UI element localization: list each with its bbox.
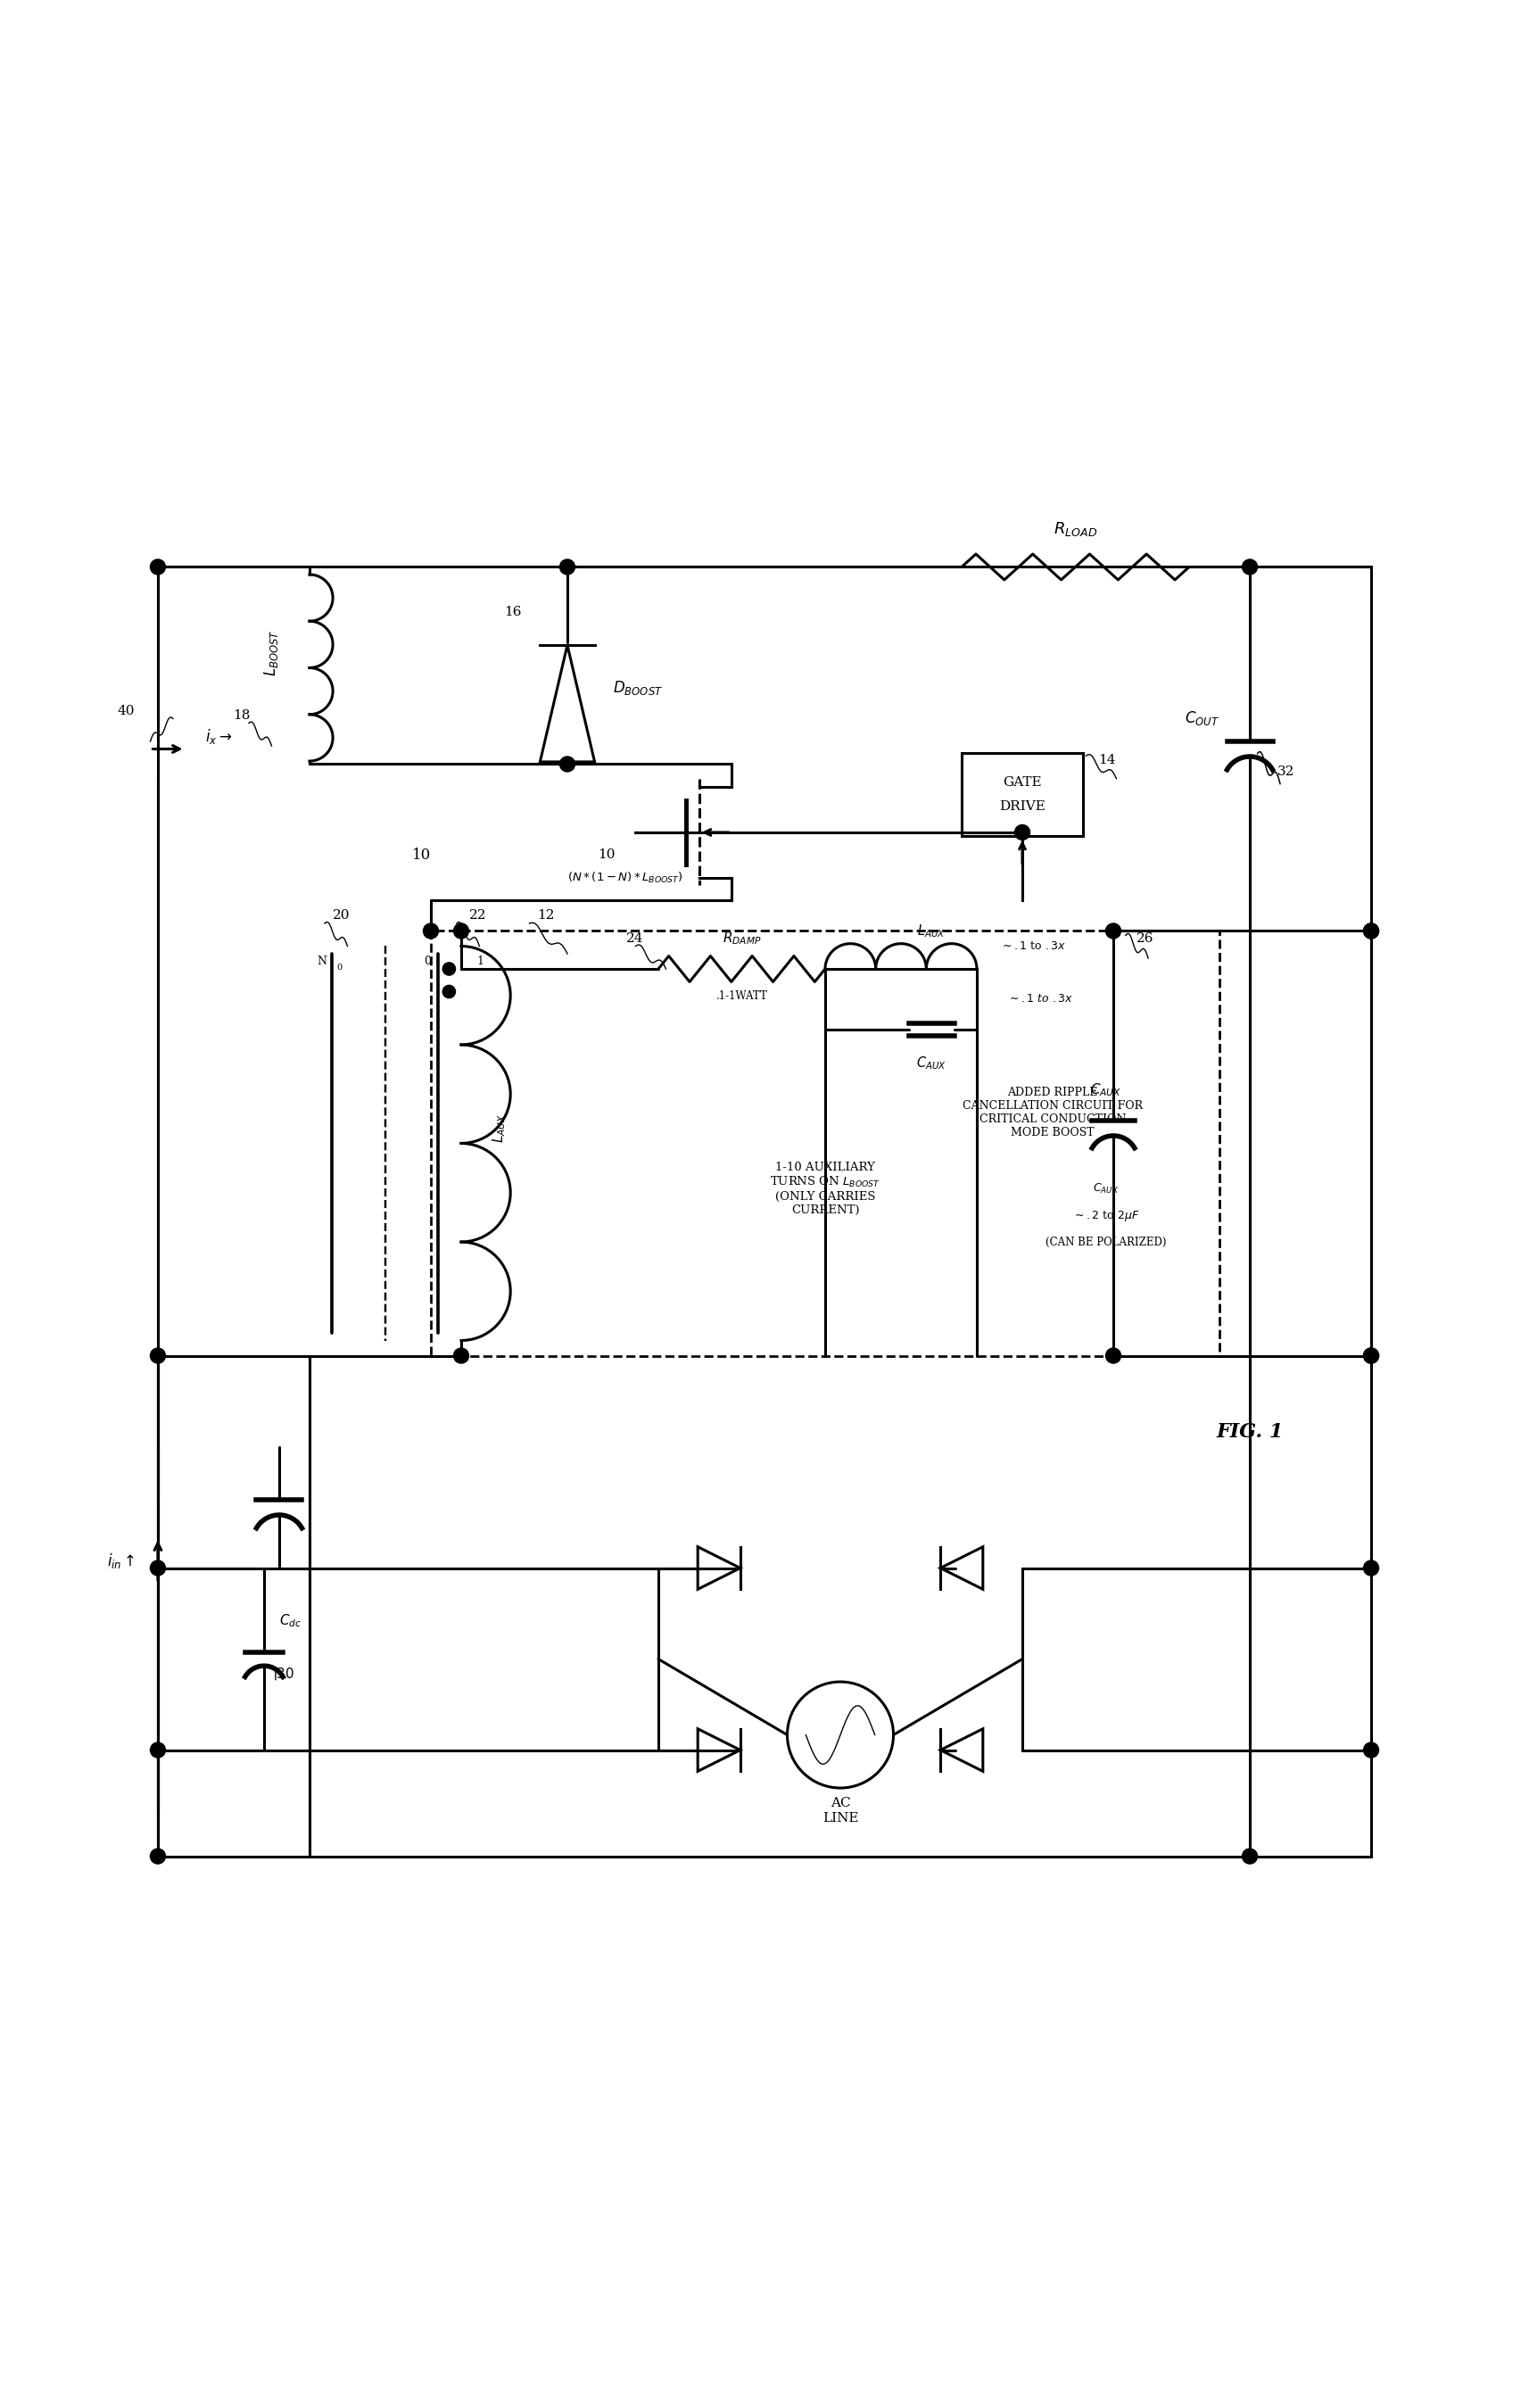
Text: 1: 1 [477, 956, 483, 968]
Text: $C_{AUX}$: $C_{AUX}$ [1090, 1081, 1121, 1098]
Text: $L_{AUX}$: $L_{AUX}$ [917, 922, 945, 939]
Text: $\sim.2$ to $2\mu F$: $\sim.2$ to $2\mu F$ [1072, 1209, 1139, 1223]
Circle shape [443, 985, 456, 997]
Text: 0: 0 [424, 956, 431, 968]
Circle shape [424, 922, 439, 939]
Text: 0: 0 [336, 963, 342, 970]
Text: 1-10 AUXILIARY
TURNS ON $L_{BOOST}$
(ONLY CARRIES
CURRENT): 1-10 AUXILIARY TURNS ON $L_{BOOST}$ (ONL… [769, 1161, 881, 1216]
Circle shape [560, 559, 575, 576]
Text: $R_{DAMP}$: $R_{DAMP}$ [722, 929, 761, 946]
Text: 14: 14 [1098, 754, 1116, 766]
Circle shape [454, 922, 469, 939]
Text: $R_{LOAD}$: $R_{LOAD}$ [1053, 520, 1098, 537]
Circle shape [1364, 1560, 1379, 1575]
Circle shape [443, 963, 456, 975]
Circle shape [150, 1849, 165, 1864]
Circle shape [454, 1348, 469, 1363]
Text: $L_{AUX}$: $L_{AUX}$ [491, 1112, 508, 1144]
Text: 10: 10 [598, 850, 615, 862]
Text: $i_x \rightarrow$: $i_x \rightarrow$ [205, 727, 232, 746]
Circle shape [150, 1743, 165, 1758]
Text: 26: 26 [1136, 932, 1153, 944]
Text: (CAN BE POLARIZED): (CAN BE POLARIZED) [1046, 1235, 1167, 1247]
Text: N: N [317, 956, 327, 968]
Circle shape [150, 1348, 165, 1363]
Text: $\sim.1$ to $.3x$: $\sim.1$ to $.3x$ [1000, 942, 1066, 951]
Text: 16: 16 [505, 607, 521, 619]
Text: $C_{AUX}$: $C_{AUX}$ [1093, 1182, 1119, 1194]
Bar [431, 932, 1220, 1356]
Text: AC
LINE: AC LINE [823, 1796, 858, 1825]
Circle shape [1015, 826, 1031, 840]
Text: 32: 32 [1277, 766, 1295, 778]
Circle shape [1364, 1743, 1379, 1758]
Text: 12: 12 [537, 910, 555, 922]
Circle shape [1105, 922, 1121, 939]
Circle shape [1364, 922, 1379, 939]
Circle shape [1105, 1348, 1121, 1363]
Text: 22: 22 [469, 910, 486, 922]
Circle shape [1242, 1849, 1257, 1864]
Circle shape [1364, 1348, 1379, 1363]
Circle shape [150, 559, 165, 576]
Text: $i_{in} \uparrow$: $i_{in} \uparrow$ [107, 1551, 135, 1570]
Text: $C_{dc}$: $C_{dc}$ [280, 1613, 301, 1630]
Circle shape [1364, 1348, 1379, 1363]
Text: $L_{BOOST}$: $L_{BOOST}$ [263, 628, 280, 677]
Text: FIG. 1: FIG. 1 [1216, 1421, 1283, 1442]
Text: ADDED RIPPLE
CANCELLATION CIRCUIT FOR
CRITICAL CONDUCTION
MODE BOOST: ADDED RIPPLE CANCELLATION CIRCUIT FOR CR… [962, 1086, 1142, 1139]
Bar [962, 754, 1083, 836]
Text: $D_{BOOST}$: $D_{BOOST}$ [613, 679, 664, 698]
Circle shape [1242, 559, 1257, 576]
Circle shape [560, 756, 575, 771]
Circle shape [1364, 922, 1379, 939]
Text: 40: 40 [118, 706, 135, 718]
Text: 18: 18 [232, 710, 249, 722]
Text: $(N*(1-N)*L_{BOOST})$: $(N*(1-N)*L_{BOOST})$ [567, 872, 683, 886]
Text: $C_{AUX}$: $C_{AUX}$ [916, 1055, 946, 1072]
Text: 20: 20 [332, 910, 350, 922]
Text: $\sim.1$ to $.3x$: $\sim.1$ to $.3x$ [1008, 995, 1073, 1004]
Text: .1-1WATT: .1-1WATT [716, 990, 768, 1002]
Text: $C_{OUT}$: $C_{OUT}$ [1185, 710, 1220, 727]
Text: DRIVE: DRIVE [998, 799, 1046, 814]
Text: 24: 24 [625, 932, 644, 944]
Text: 10: 10 [411, 848, 431, 862]
Text: $\rceil30$: $\rceil30$ [272, 1666, 295, 1683]
Circle shape [150, 1560, 165, 1575]
Text: GATE: GATE [1003, 775, 1041, 787]
